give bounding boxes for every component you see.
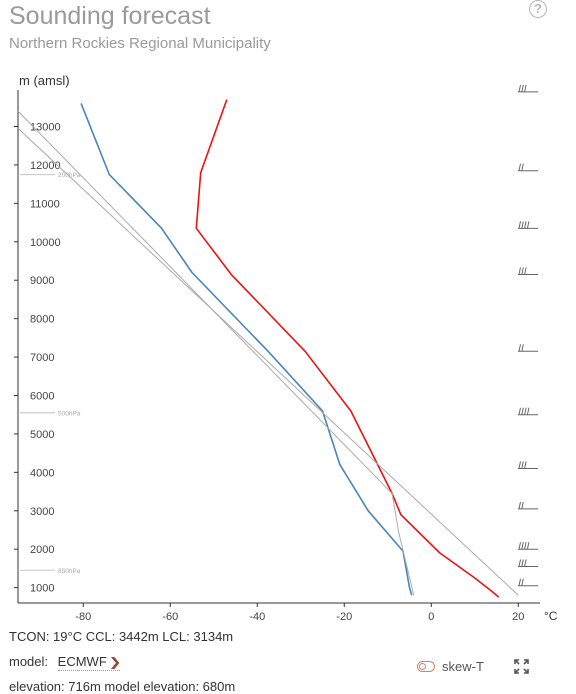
y-tick-label: 11000	[30, 198, 60, 210]
wind-barb-feather	[518, 578, 521, 586]
wind-barb-icon	[518, 407, 538, 416]
wind-barb-feather	[518, 344, 521, 352]
wind-barb-feather	[524, 542, 527, 550]
location-subtitle: Northern Rockies Regional Municipality	[9, 35, 271, 52]
wind-barb-feather	[524, 267, 527, 275]
y-tick-label: 3000	[30, 506, 54, 518]
wind-barb-feather	[518, 501, 521, 509]
wind-barb-icon	[518, 461, 538, 470]
y-tick-label: 7000	[30, 352, 54, 364]
wind-barb-feather	[518, 163, 521, 171]
chevron-down-icon: ❯	[108, 655, 122, 669]
wind-barb-feather	[521, 578, 524, 586]
y-tick-label: 1000	[30, 583, 54, 595]
wind-barb-feather	[518, 461, 521, 469]
wind-barb-feather	[521, 407, 524, 415]
wind-barb-feather	[526, 221, 530, 229]
wind-barb-icon	[518, 84, 538, 93]
toggle-icon	[417, 661, 435, 672]
model-label: model:	[9, 654, 49, 669]
wind-barb-feather	[518, 559, 521, 567]
wind-barb-feather	[518, 267, 521, 275]
model-row: model: ECMWF❯	[9, 654, 122, 671]
x-tick-label: -60	[162, 611, 178, 623]
series-line-4	[18, 128, 519, 596]
y-axis-label: m (amsl)	[19, 73, 70, 88]
expand-icon[interactable]	[514, 659, 529, 674]
wind-barb-icon	[518, 501, 538, 510]
model-value: ECMWF	[57, 654, 107, 669]
pressure-level-label: 500hPa	[58, 410, 81, 417]
wind-barb-feather	[524, 84, 527, 93]
page-title: Sounding forecast	[9, 2, 211, 30]
wind-barb-feather	[524, 461, 527, 469]
y-tick-label: 6000	[30, 390, 54, 402]
wind-barb-feather	[518, 221, 521, 229]
model-select[interactable]: ECMWF❯	[57, 654, 122, 671]
wind-barb-feather	[521, 344, 524, 352]
series-group	[18, 99, 519, 598]
wind-barb-icon	[518, 163, 538, 172]
wind-barb-feather	[521, 559, 524, 567]
wind-barb-icon	[518, 578, 538, 587]
wind-barb-icon	[518, 344, 538, 352]
series-line-2	[80, 103, 413, 596]
wind-barb-feather	[521, 163, 524, 171]
wind-barb-icon	[518, 221, 538, 229]
skew-t-toggle[interactable]: skew-T	[417, 659, 484, 674]
series-line-1	[195, 99, 500, 598]
wind-barb-icon	[518, 267, 538, 275]
wind-barb-feather	[524, 559, 527, 567]
x-tick-label: -80	[75, 611, 91, 623]
wind-barb-icon	[518, 542, 538, 550]
wind-barb-feather	[524, 407, 527, 415]
x-tick-label: 0	[428, 611, 434, 623]
y-tick-label: 4000	[30, 467, 54, 479]
pressure-level-label: 850hPa	[58, 568, 81, 575]
skew-t-label: skew-T	[442, 659, 484, 674]
x-tick-label: -40	[249, 611, 265, 623]
wind-barb-feather	[521, 221, 524, 229]
wind-barb-feather	[521, 461, 524, 469]
wind-barb-feather	[518, 542, 521, 550]
x-tick-label: 20	[512, 611, 524, 623]
wind-barb-feather	[526, 407, 530, 415]
elevation-info: elevation: 716m model elevation: 680m	[9, 679, 236, 694]
wind-barb-feather	[521, 84, 524, 93]
wind-barb-feather	[526, 542, 530, 550]
x-tick-label: -20	[336, 611, 352, 623]
y-tick-label: 5000	[30, 429, 54, 441]
sounding-chart: 1000 2000 3000 4000 5000 6000 7000 8000 9000 1000…	[14, 73, 558, 623]
y-tick-label: 10000	[30, 237, 61, 249]
wind-barb-feather	[521, 267, 524, 275]
wind-barb-feather	[521, 542, 524, 550]
wind-barb-icon	[518, 559, 538, 567]
stability-indices: TCON: 19°C CCL: 3442m LCL: 3134m	[9, 629, 234, 644]
wind-barb-feather	[518, 407, 521, 415]
y-tick-label: 8000	[30, 314, 54, 326]
wind-barb-feather	[518, 84, 521, 93]
help-icon[interactable]: ?	[529, 0, 547, 18]
wind-barb-feather	[521, 501, 524, 509]
y-tick-label: 12000	[30, 160, 61, 172]
y-tick-label: 9000	[30, 275, 54, 287]
x-axis-unit: °C	[544, 609, 558, 623]
wind-barb-feather	[524, 221, 527, 229]
y-tick-label: 2000	[30, 544, 54, 556]
pressure-level-label: 200hPa	[58, 172, 81, 179]
